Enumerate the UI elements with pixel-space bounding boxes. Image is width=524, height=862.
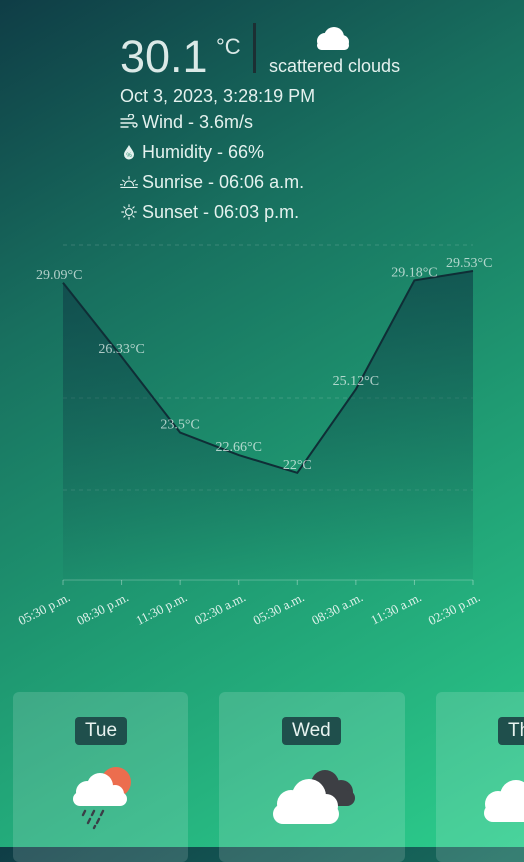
divider <box>253 23 256 73</box>
sunset-icon <box>120 203 138 221</box>
sunrise-icon <box>120 173 138 191</box>
x-tick-label: 08:30 a.m. <box>309 589 365 627</box>
data-label: 29.53°C <box>446 256 492 271</box>
forecast-card-thu[interactable]: Thu <box>436 692 524 862</box>
wind-row: Wind - 3.6m/s <box>120 107 315 137</box>
humidity-icon: % <box>120 143 138 161</box>
sunrise-text: Sunrise - 06:06 a.m. <box>142 171 305 192</box>
current-temperature: 30.1 <box>120 31 208 82</box>
temperature-area <box>63 271 473 580</box>
x-tick-label: 05:30 a.m. <box>251 589 307 627</box>
x-tick-label: 02:30 a.m. <box>192 589 248 627</box>
sunset-text: Sunset - 06:03 p.m. <box>142 201 300 222</box>
data-label: 22°C <box>283 458 312 473</box>
temperature-chart: 29.09°C 26.33°C 23.5°C 22.66°C 22°C 25.12°C 29… <box>16 244 492 628</box>
dark-clouds-icon <box>269 766 361 833</box>
temperature-row: 30.1 °C scattered clouds <box>120 18 400 86</box>
x-tick-label: 11:30 p.m. <box>133 589 189 628</box>
x-tick-label: 02:30 p.m. <box>426 589 483 628</box>
x-tick-label: 11:30 a.m. <box>368 589 424 627</box>
weather-description: scattered clouds <box>269 56 401 76</box>
sunset-row: Sunset - 06:03 p.m. <box>120 197 315 227</box>
cloud-icon <box>311 26 351 57</box>
temperature-unit: °C <box>216 34 241 59</box>
data-label: 23.5°C <box>160 418 199 433</box>
data-label: 25.12°C <box>333 374 379 389</box>
wind-icon <box>120 113 138 131</box>
data-label: 22.66°C <box>215 440 261 455</box>
temperature-line <box>62 270 474 474</box>
forecast-day-label: Wed <box>282 717 341 745</box>
humidity-text: Humidity - 66% <box>142 141 265 162</box>
forecast-card-wed[interactable]: Wed <box>219 692 405 862</box>
humidity-row: % Humidity - 66% <box>120 137 315 167</box>
forecast-day-label: Tue <box>75 717 128 745</box>
current-weather: 30.1 °C scattered clouds Oct 3, 2023, 3:… <box>120 18 400 227</box>
data-label: 29.18°C <box>391 265 437 280</box>
forecast-day-label: Thu <box>498 717 524 745</box>
x-tick-label: 05:30 p.m. <box>16 589 73 628</box>
x-axis: 05:30 p.m. 08:30 p.m. 11:30 p.m. 02:30 a.m.… <box>16 579 483 628</box>
sunrise-row: Sunrise - 06:06 a.m. <box>120 167 315 197</box>
data-labels: 29.09°C 26.33°C 23.5°C 22.66°C 22°C 25.12°C 29… <box>36 256 492 473</box>
data-label: 29.09°C <box>36 268 82 283</box>
wind-text: Wind - 3.6m/s <box>142 111 254 132</box>
x-tick-label: 08:30 p.m. <box>74 589 131 628</box>
rain-sun-cloud-icon <box>65 762 137 835</box>
cloud-icon <box>480 776 524 831</box>
data-label: 26.33°C <box>98 342 144 357</box>
svg-text:%: % <box>126 153 132 159</box>
forecast-card-tue[interactable]: Tue <box>13 692 188 862</box>
current-datetime: Oct 3, 2023, 3:28:19 PM <box>120 86 316 106</box>
